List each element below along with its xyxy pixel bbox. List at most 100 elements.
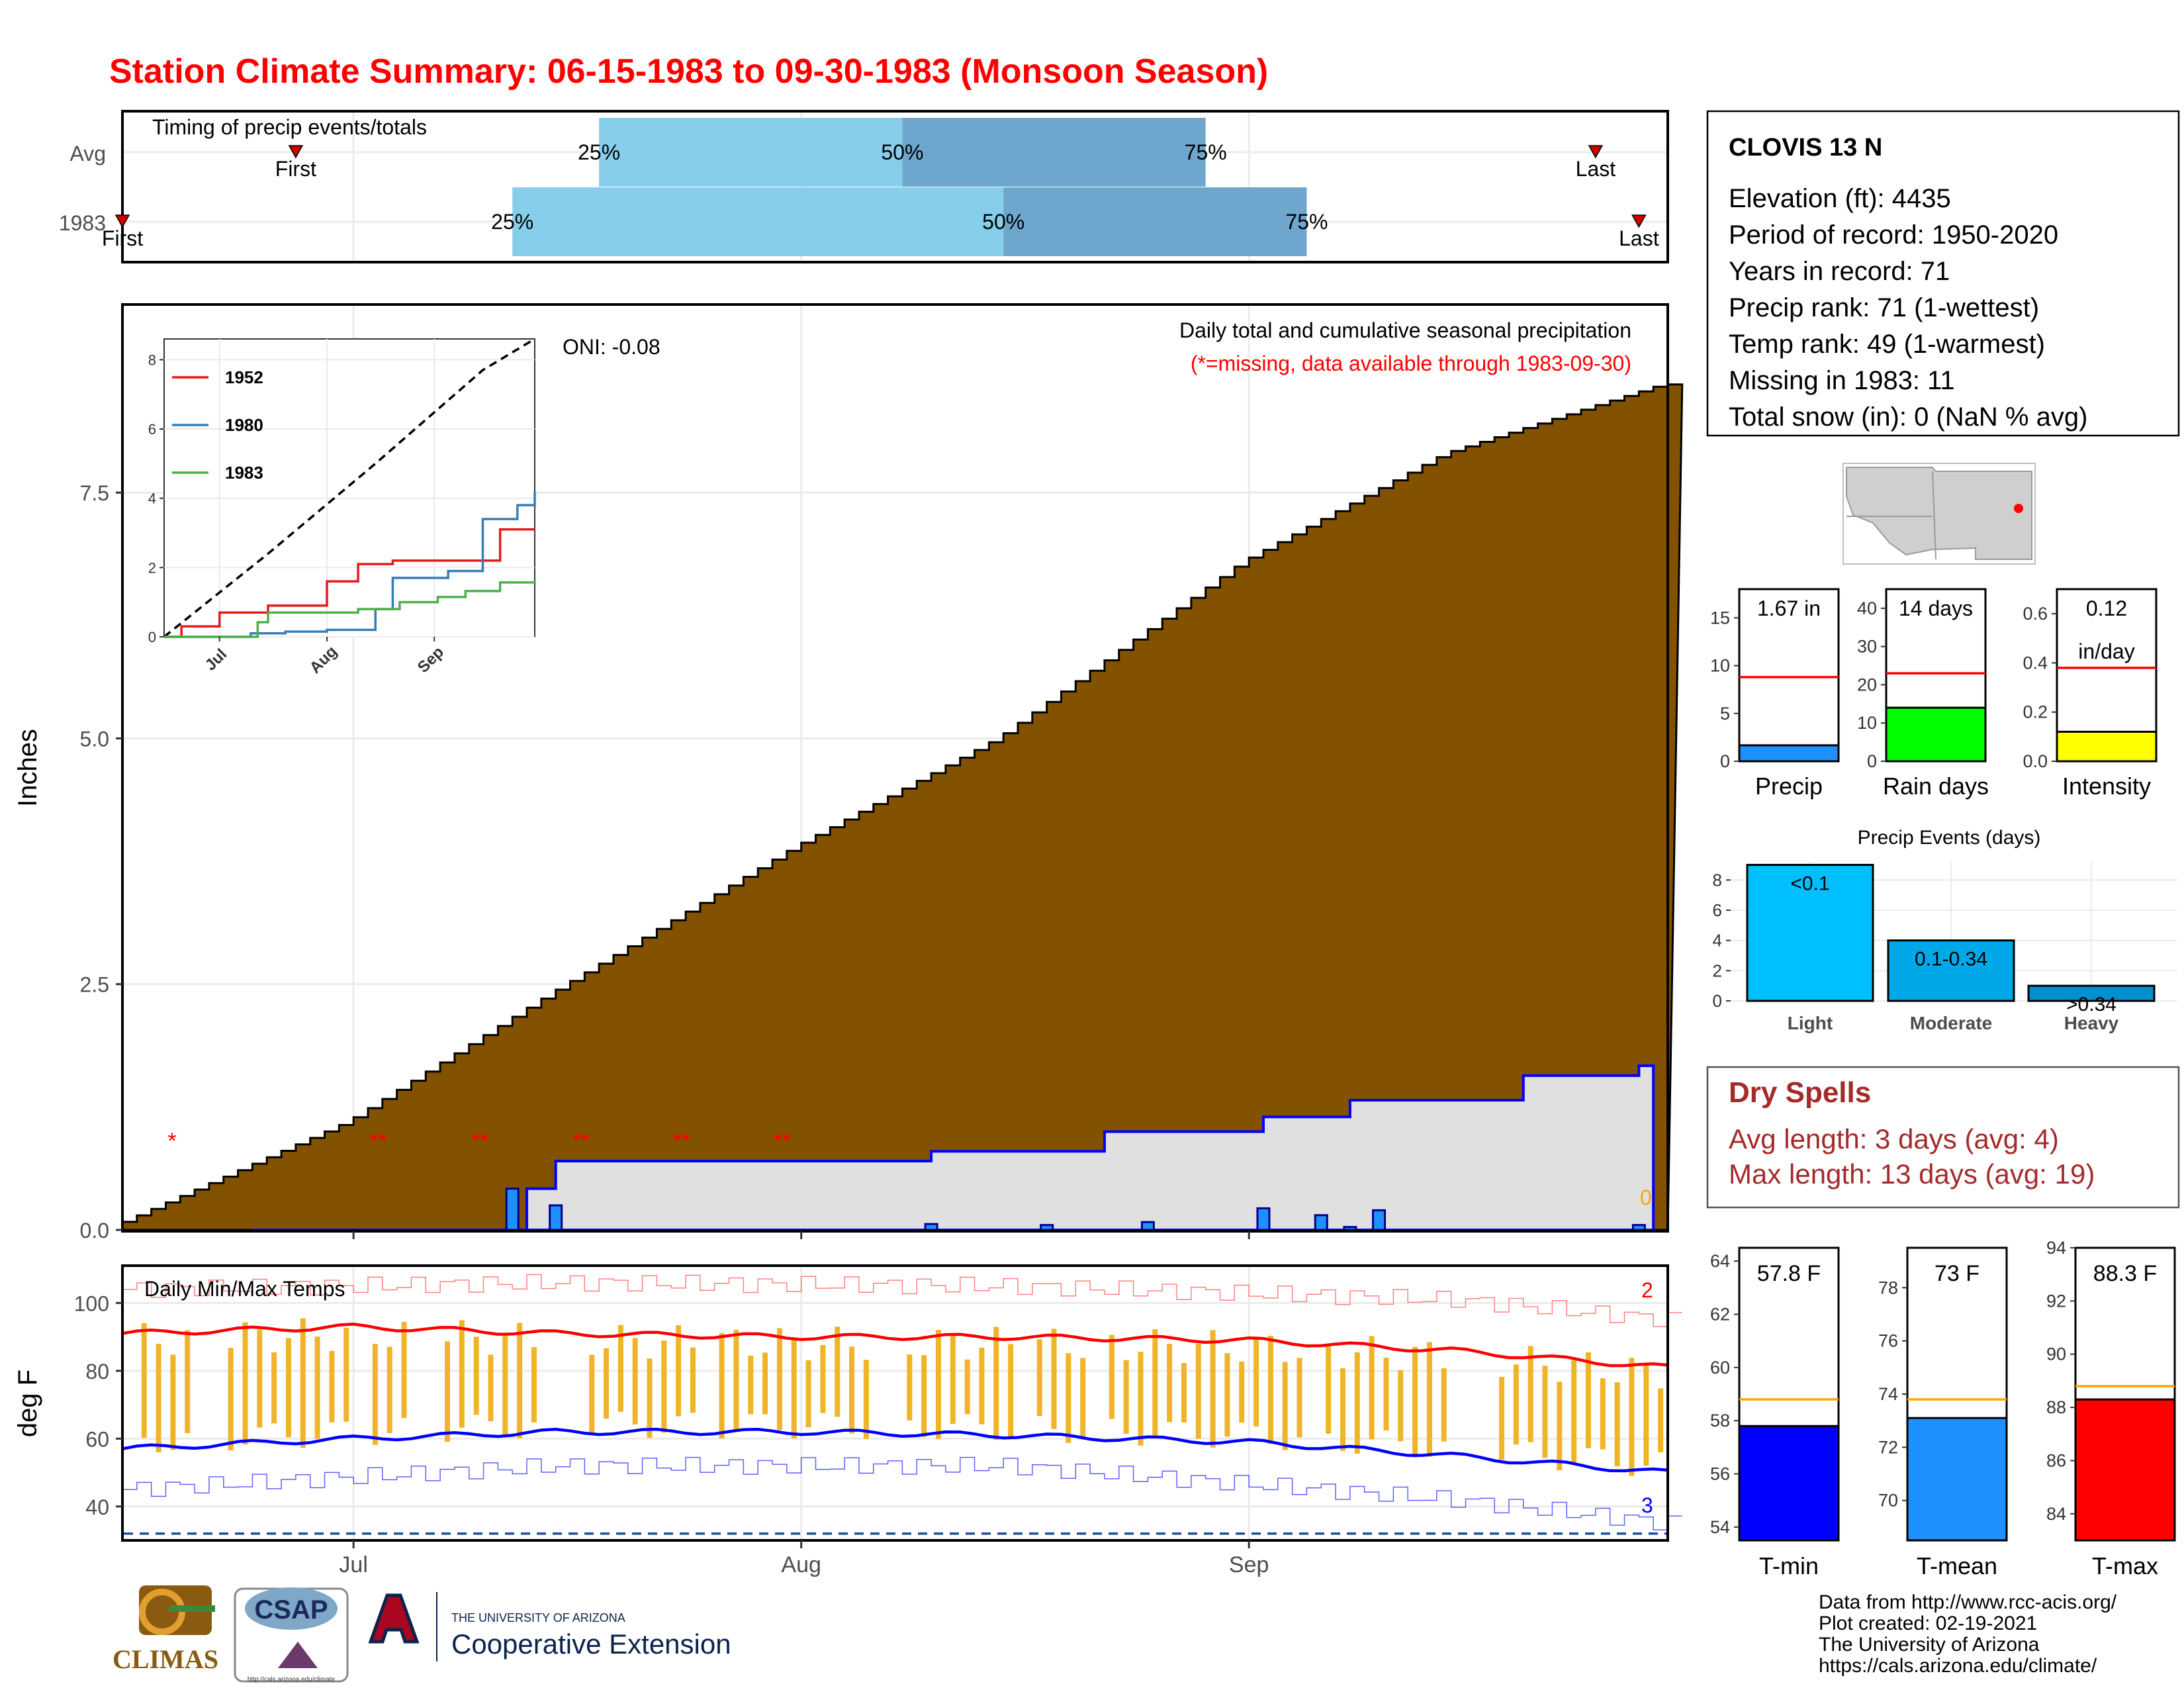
missing-data-marker: ** (572, 1129, 590, 1154)
temp-bar-ytick: 64 (1710, 1251, 1730, 1271)
daily-temp-bar (257, 1329, 263, 1428)
daily-temp-bar (445, 1341, 451, 1442)
daily-temp-bar (690, 1347, 696, 1413)
daily-temp-bar (661, 1340, 667, 1433)
timing-event-label: Last (1619, 226, 1659, 250)
precip-event-bar-label: <0.1 (1790, 873, 1829, 895)
station-location-dot (2014, 504, 2023, 513)
summary-bar-frame (1738, 588, 1840, 763)
daily-temp-bar (632, 1338, 638, 1425)
daily-precip-bar (1314, 1214, 1328, 1231)
oni-label: ONI: -0.08 (563, 335, 660, 359)
daily-temp-bar (617, 1325, 623, 1412)
daily-temp-bar (285, 1338, 291, 1438)
timing-event-label: Last (1576, 157, 1616, 181)
precip-ytick-label: 5.0 (80, 727, 109, 751)
temp-bar-label: T-max (2092, 1552, 2158, 1579)
precip-events-chart: Precip Events (days) <0.1 Light 0.1-0.34 Mo… (1713, 827, 2177, 1033)
temp-bar-value (1738, 1425, 1840, 1542)
timing-q50-q75-bar (1003, 187, 1307, 256)
daily-precip-bar (1140, 1221, 1155, 1231)
precip-event-ytick: 2 (1713, 961, 1722, 980)
daily-temp-bar (1600, 1378, 1606, 1450)
temp-bar-value-label: 57.8 F (1757, 1261, 1821, 1286)
missing-data-marker: ** (471, 1129, 488, 1154)
dry-spells-max: Max length: 13 days (avg: 19) (1729, 1158, 2095, 1190)
daily-temp-bar (1557, 1382, 1563, 1471)
summary-bar-ytick: 0 (1720, 751, 1730, 771)
inset-ytick-label: 8 (148, 352, 156, 368)
timing-quartile-label: 25% (578, 140, 620, 164)
daily-temp-bar (835, 1327, 841, 1417)
page-title: Station Climate Summary: 06-15-1983 to 0… (109, 52, 1268, 91)
summary-bar-label: Rain days (1883, 773, 1989, 800)
summary-bar-value-label: 0.12 (2086, 596, 2127, 620)
daily-temp-bar (1224, 1353, 1230, 1437)
precip-event-bar (2027, 984, 2156, 1002)
ua-logo: THE UNIVERSITY OF ARIZONA Cooperative Ex… (368, 1592, 731, 1662)
temp-ytick-label: 40 (85, 1495, 109, 1519)
daily-temp-bar (1629, 1358, 1635, 1476)
daily-precip-bar (924, 1223, 938, 1231)
daily-temp-bar (935, 1329, 941, 1439)
daily-temp-bar (387, 1346, 392, 1433)
daily-temp-bar (1051, 1329, 1057, 1429)
timing-event-marker (114, 214, 130, 228)
precip-event-ytick: 4 (1713, 931, 1722, 951)
summary-bar-label: Precip (1755, 773, 1823, 800)
summary-bar-value-label: 14 days (1899, 596, 1973, 620)
temp-bar-ytick: 76 (1878, 1331, 1898, 1351)
credits: Data from http://www.rcc-acis.org/ Plot … (1819, 1591, 2117, 1677)
timing-row-year-label: 1983 (59, 211, 106, 235)
daily-temp-bar (1383, 1358, 1389, 1430)
daily-temp-bar (1297, 1358, 1302, 1438)
daily-temp-bar (1036, 1339, 1042, 1417)
daily-temp-bar (1412, 1346, 1418, 1458)
station-info-line: Precip rank: 71 (1-wettest) (1729, 293, 2039, 322)
daily-temp-bar (1398, 1370, 1404, 1442)
daily-temp-bar (676, 1325, 682, 1417)
missing-data-marker: ** (673, 1129, 690, 1154)
precip-event-ytick: 6 (1713, 900, 1722, 920)
daily-temp-bar (1585, 1352, 1591, 1448)
daily-temp-bar (1658, 1388, 1664, 1452)
precip-event-bar-label: 0.1-0.34 (1915, 949, 1987, 970)
daily-precip-bar (1372, 1209, 1387, 1231)
timing-quartile-label: 75% (1285, 210, 1328, 234)
missing-data-marker: ** (774, 1129, 791, 1154)
inset-ytick-label: 4 (148, 491, 156, 507)
daily-temp-bar (1354, 1352, 1360, 1454)
summary-bar-ytick: 40 (1857, 598, 1877, 618)
summary-bar-ytick: 20 (1857, 675, 1877, 694)
daily-temp-bar (964, 1359, 970, 1415)
daily-temp-bar (1109, 1335, 1115, 1419)
timing-q50-q75-bar (902, 118, 1206, 187)
daily-temp-bar (1513, 1364, 1519, 1445)
daily-temp-bar (1369, 1336, 1375, 1440)
temp-series-line (122, 1323, 1668, 1368)
credit-line-1: Data from http://www.rcc-acis.org/ (1819, 1591, 2117, 1613)
credit-line-4: https://cals.arizona.edu/climate/ (1819, 1655, 2097, 1677)
daily-precip-bar (1343, 1226, 1357, 1231)
precip-ytick-label: 0.0 (80, 1219, 109, 1243)
daily-temp-bar (488, 1354, 494, 1421)
summary-bar-label: Intensity (2062, 773, 2151, 800)
daily-temp-bar (762, 1352, 768, 1415)
daily-precip-bar (1040, 1224, 1054, 1231)
daily-temp-bar (907, 1354, 913, 1421)
summary-bar-unit-label: in/day (2078, 639, 2134, 663)
inset-series-line (164, 579, 536, 638)
timing-quartile-label: 75% (1185, 140, 1227, 164)
summary-bar-ytick: 0.4 (2023, 653, 2048, 673)
daily-temp-bar (748, 1355, 754, 1415)
daily-temp-bar (993, 1327, 999, 1440)
ua-line-2: Cooperative Extension (451, 1628, 731, 1660)
temp-title: Daily Min/Max Temps (144, 1277, 345, 1301)
daily-temp-bar (502, 1335, 508, 1437)
temp-series-line (122, 1456, 1682, 1530)
timing-q25-q50-bar (512, 187, 1004, 256)
daily-temp-bar (1008, 1344, 1014, 1438)
summary-bars: 1.67 in Precip 0 5 10 15 14 days Rain days 0 10 20… (1710, 588, 2158, 800)
temp-bar-value (1906, 1417, 2008, 1542)
